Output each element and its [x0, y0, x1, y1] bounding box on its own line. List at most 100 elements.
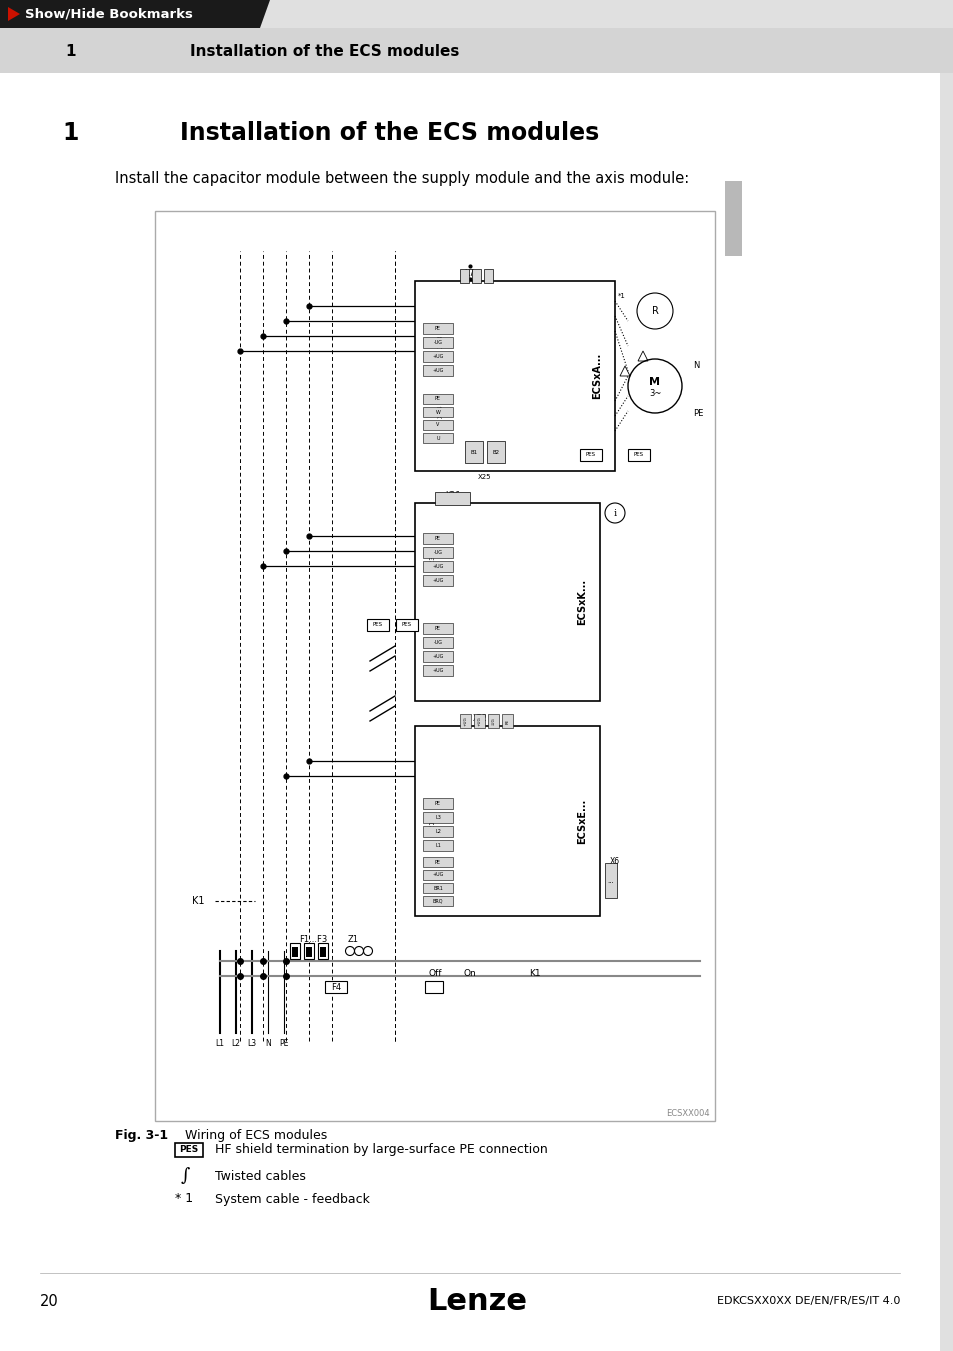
FancyBboxPatch shape: [317, 943, 328, 959]
FancyBboxPatch shape: [488, 713, 498, 728]
Text: +UG: +UG: [432, 563, 443, 569]
Text: 1: 1: [65, 43, 75, 58]
Text: L1: L1: [215, 1039, 224, 1048]
Text: U: U: [436, 435, 439, 440]
Text: V: V: [436, 423, 439, 427]
FancyBboxPatch shape: [415, 281, 615, 471]
Text: X6: X6: [609, 857, 619, 866]
Text: Installation of the ECS modules: Installation of the ECS modules: [190, 43, 459, 58]
Text: L3: L3: [435, 815, 440, 820]
Text: K1: K1: [193, 896, 205, 907]
Text: +UG: +UG: [432, 873, 443, 878]
FancyBboxPatch shape: [422, 651, 453, 662]
FancyBboxPatch shape: [422, 857, 453, 867]
FancyBboxPatch shape: [154, 211, 714, 1121]
Text: PE: PE: [435, 536, 440, 540]
Polygon shape: [8, 7, 20, 22]
FancyBboxPatch shape: [415, 725, 599, 916]
FancyBboxPatch shape: [459, 269, 469, 282]
Text: L3: L3: [247, 1039, 256, 1048]
Text: ECSxE...: ECSxE...: [577, 798, 586, 843]
Text: PE: PE: [435, 396, 440, 401]
FancyBboxPatch shape: [325, 981, 347, 993]
FancyBboxPatch shape: [306, 947, 312, 957]
FancyBboxPatch shape: [724, 181, 741, 255]
FancyBboxPatch shape: [424, 981, 442, 993]
Text: +UG: +UG: [432, 578, 443, 584]
Text: 20: 20: [40, 1293, 59, 1309]
Text: K1: K1: [529, 969, 540, 978]
Text: Twisted cables: Twisted cables: [214, 1170, 306, 1182]
FancyBboxPatch shape: [422, 365, 453, 376]
FancyBboxPatch shape: [422, 896, 453, 907]
FancyBboxPatch shape: [422, 812, 453, 823]
Text: BRQ: BRQ: [433, 898, 443, 904]
FancyBboxPatch shape: [422, 407, 453, 417]
Text: +UG: +UG: [463, 716, 467, 725]
FancyBboxPatch shape: [483, 269, 493, 282]
Text: ECSxK...: ECSxK...: [577, 580, 586, 626]
FancyBboxPatch shape: [486, 440, 504, 463]
Text: PES: PES: [401, 623, 412, 627]
Text: +UG: +UG: [477, 716, 481, 725]
FancyBboxPatch shape: [422, 884, 453, 893]
FancyBboxPatch shape: [422, 547, 453, 558]
Text: -UG: -UG: [433, 550, 442, 555]
Text: BR1: BR1: [433, 885, 442, 890]
Text: 3~: 3~: [648, 389, 660, 397]
Text: PE: PE: [692, 409, 702, 419]
Text: F1...F3: F1...F3: [298, 935, 327, 943]
FancyBboxPatch shape: [319, 947, 326, 957]
Text: PE: PE: [435, 801, 440, 807]
Text: ...: ...: [607, 878, 614, 884]
Text: HF shield termination by large-surface PE connection: HF shield termination by large-surface P…: [214, 1143, 547, 1156]
FancyBboxPatch shape: [474, 713, 484, 728]
Text: -UG: -UG: [491, 717, 495, 725]
Text: N: N: [692, 362, 699, 370]
Text: 1: 1: [62, 122, 78, 145]
Text: PES: PES: [634, 453, 643, 458]
FancyBboxPatch shape: [422, 394, 453, 404]
FancyBboxPatch shape: [627, 449, 649, 461]
Text: B2: B2: [492, 450, 499, 454]
Polygon shape: [0, 0, 270, 28]
Text: L1: L1: [435, 843, 440, 848]
FancyBboxPatch shape: [422, 870, 453, 880]
FancyBboxPatch shape: [395, 619, 417, 631]
Text: R: R: [651, 305, 658, 316]
FancyBboxPatch shape: [435, 492, 470, 505]
FancyBboxPatch shape: [459, 713, 471, 728]
Text: X22: X22: [472, 713, 487, 723]
Text: Wiring of ECS modules: Wiring of ECS modules: [185, 1129, 327, 1143]
Text: M: M: [649, 377, 659, 386]
Text: System cable - feedback: System cable - feedback: [214, 1193, 370, 1205]
Text: +UG: +UG: [432, 367, 443, 373]
Text: L2: L2: [435, 830, 440, 834]
Text: * 1: * 1: [174, 1193, 193, 1205]
FancyBboxPatch shape: [422, 323, 453, 334]
Text: PES: PES: [179, 1146, 198, 1155]
FancyBboxPatch shape: [604, 863, 617, 898]
FancyBboxPatch shape: [579, 449, 601, 461]
Text: ECSxA...: ECSxA...: [592, 353, 601, 399]
Text: L2: L2: [232, 1039, 240, 1048]
FancyBboxPatch shape: [422, 576, 453, 586]
Text: On: On: [463, 969, 476, 978]
FancyBboxPatch shape: [422, 665, 453, 676]
Text: PE: PE: [435, 859, 440, 865]
Text: F4: F4: [331, 982, 341, 992]
FancyBboxPatch shape: [422, 561, 453, 571]
FancyBboxPatch shape: [464, 440, 482, 463]
Text: X7: X7: [464, 269, 475, 278]
Text: X21: X21: [430, 819, 436, 832]
Text: X24: X24: [437, 404, 443, 417]
FancyBboxPatch shape: [292, 947, 297, 957]
Text: Install the capacitor module between the supply module and the axis module:: Install the capacitor module between the…: [115, 172, 688, 186]
FancyBboxPatch shape: [422, 840, 453, 851]
FancyBboxPatch shape: [422, 351, 453, 362]
FancyBboxPatch shape: [304, 943, 314, 959]
Text: Fig. 3-1: Fig. 3-1: [115, 1129, 168, 1143]
Text: X23: X23: [430, 554, 436, 567]
FancyBboxPatch shape: [290, 943, 299, 959]
Text: ECSXX004: ECSXX004: [666, 1109, 709, 1119]
